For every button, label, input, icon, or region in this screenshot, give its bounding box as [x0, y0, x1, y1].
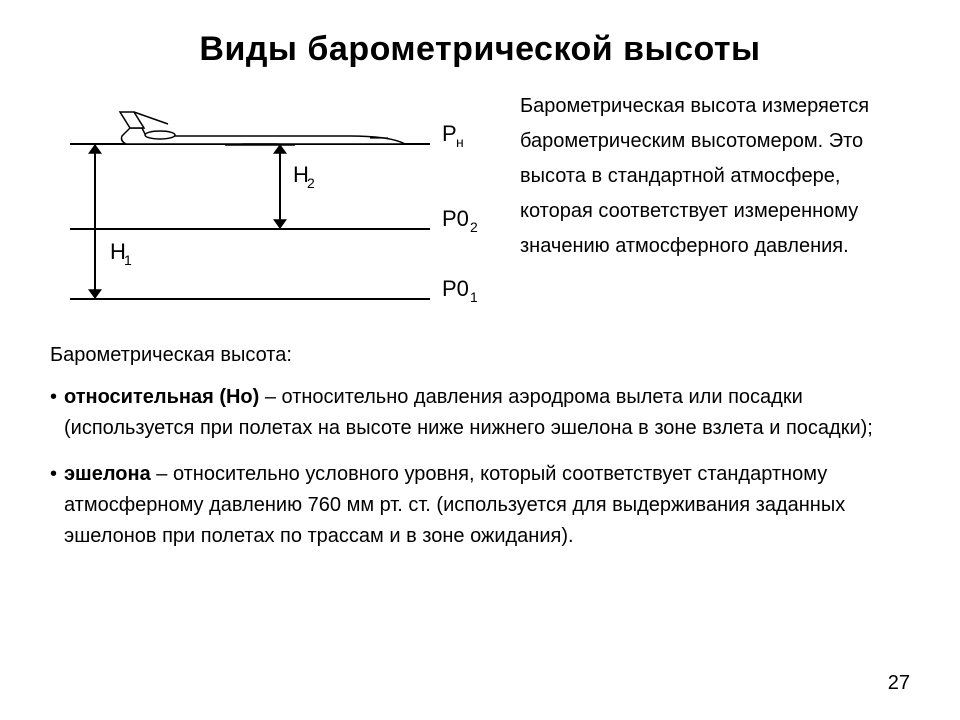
- bullet-rest: – относительно условного уровня, который…: [64, 463, 845, 547]
- svg-text:Р0: Р0: [442, 206, 469, 231]
- bullet-item: эшелона – относительно условного уровня,…: [50, 459, 910, 552]
- bullet-item: относительная (Но) – относительно давлен…: [50, 382, 910, 444]
- page-number: 27: [888, 672, 910, 695]
- svg-text:2: 2: [307, 175, 315, 191]
- svg-text:Р0: Р0: [442, 276, 469, 301]
- svg-text:н: н: [456, 134, 464, 150]
- svg-text:1: 1: [124, 252, 132, 268]
- subheading: Барометрическая высота:: [50, 344, 910, 367]
- bullet-term: относительная (Но): [64, 386, 259, 408]
- svg-text:1: 1: [470, 289, 478, 305]
- bullet-list: относительная (Но) – относительно давлен…: [50, 382, 910, 552]
- page-title: Виды барометрической высоты: [50, 30, 910, 69]
- svg-text:Р: Р: [442, 121, 457, 146]
- altitude-diagram: РнР02Р01Н1Н2: [50, 89, 500, 319]
- side-paragraph: Барометрическая высота измеряется бароме…: [520, 89, 910, 319]
- top-section: РнР02Р01Н1Н2 Барометрическая высота изме…: [50, 89, 910, 319]
- svg-text:2: 2: [470, 219, 478, 235]
- bullet-term: эшелона: [64, 463, 151, 485]
- diagram-svg: РнР02Р01Н1Н2: [50, 89, 500, 319]
